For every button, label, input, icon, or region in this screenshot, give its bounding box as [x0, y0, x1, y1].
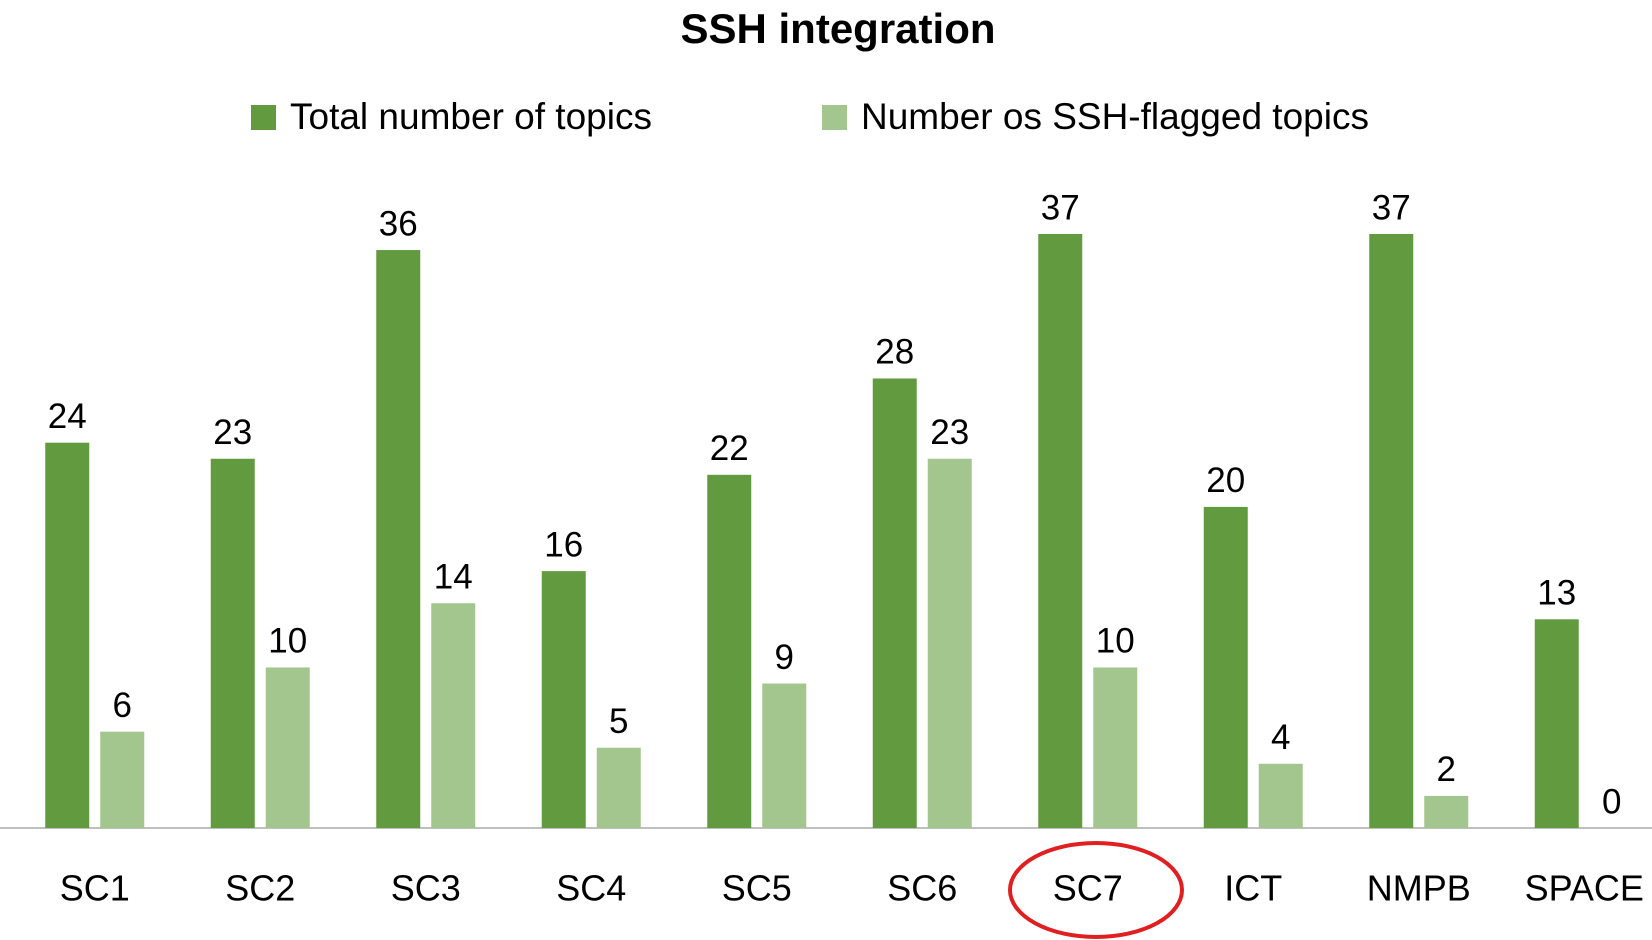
value-label: 23 — [213, 413, 252, 452]
value-label: 0 — [1602, 782, 1621, 821]
bar — [1258, 763, 1303, 828]
bar — [265, 667, 310, 828]
bar — [100, 731, 145, 828]
bar — [596, 747, 641, 828]
value-label: 22 — [710, 429, 749, 468]
x-tick-label: NMPB — [1367, 868, 1471, 909]
bar — [1093, 667, 1138, 828]
legend-label: Total number of topics — [290, 96, 652, 137]
bar — [1038, 234, 1083, 828]
bar — [431, 603, 476, 828]
value-label: 14 — [434, 557, 473, 596]
value-label: 4 — [1271, 718, 1290, 757]
x-tick-label: SPACE — [1525, 868, 1644, 909]
bar — [45, 442, 90, 828]
bar — [872, 378, 917, 828]
x-tick-label: SC7 — [1053, 868, 1123, 909]
value-label: 37 — [1041, 188, 1080, 227]
value-label: 2 — [1437, 750, 1456, 789]
chart-title: SSH integration — [680, 5, 995, 52]
bar — [541, 571, 586, 828]
legend-swatch — [251, 105, 276, 130]
bar — [707, 474, 752, 828]
highlight-circle — [1008, 841, 1184, 939]
value-label: 37 — [1372, 188, 1411, 227]
bar — [927, 458, 972, 828]
x-tick-label: SC4 — [556, 868, 626, 909]
x-tick-label: SC1 — [60, 868, 130, 909]
bar — [376, 250, 421, 828]
value-label: 16 — [544, 525, 583, 564]
x-tick-label: ICT — [1224, 868, 1282, 909]
value-label: 5 — [609, 702, 628, 741]
value-label: 13 — [1537, 574, 1576, 613]
value-label: 28 — [875, 333, 914, 372]
bar — [210, 458, 255, 828]
value-label: 36 — [379, 204, 418, 243]
value-label: 24 — [48, 397, 87, 436]
bar — [1203, 506, 1248, 828]
bar — [1424, 795, 1469, 828]
x-tick-label: SC2 — [225, 868, 295, 909]
bar — [762, 683, 807, 828]
value-label: 9 — [775, 638, 794, 677]
value-label: 20 — [1206, 461, 1245, 500]
legend-swatch — [822, 105, 847, 130]
value-label: 23 — [930, 413, 969, 452]
legend-label: Number os SSH-flagged topics — [861, 96, 1369, 137]
x-tick-label: SC5 — [722, 868, 792, 909]
x-tick-label: SC6 — [887, 868, 957, 909]
value-label: 6 — [113, 686, 132, 725]
x-tick-label: SC3 — [391, 868, 461, 909]
bar — [1534, 619, 1579, 828]
value-label: 10 — [268, 622, 307, 661]
value-label: 10 — [1096, 622, 1135, 661]
bar — [1369, 234, 1414, 828]
